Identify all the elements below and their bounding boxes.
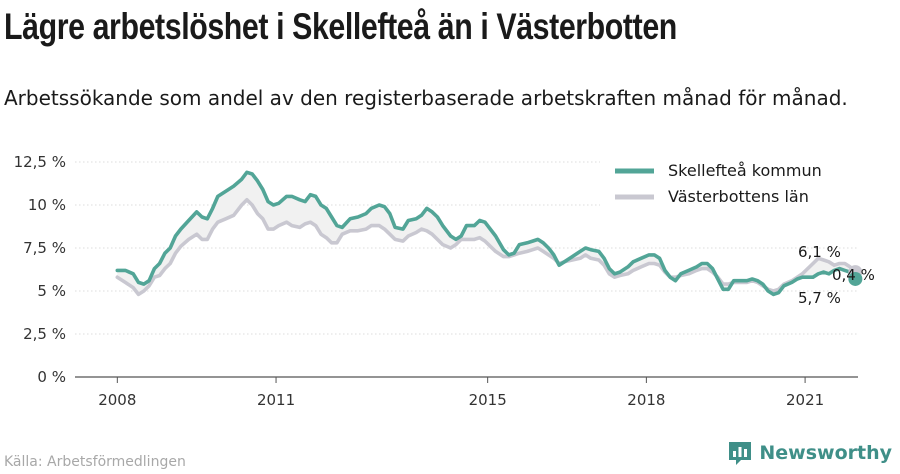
- difference-label: 0,4 %: [832, 266, 875, 284]
- legend-label-vasterbotten: Västerbottens län: [668, 187, 809, 206]
- y-tick-label: 2,5 %: [23, 325, 66, 343]
- x-axis-ticks: 2008 2011 2015 2018 2021: [98, 377, 824, 409]
- chart-subtitle: Arbetssökande som andel av den registerb…: [4, 86, 848, 110]
- x-tick-label: 2011: [257, 391, 295, 409]
- end-marker-skelleftea: [848, 271, 863, 286]
- end-label-skelleftea: 5,7 %: [798, 289, 841, 307]
- end-markers: [848, 265, 863, 286]
- x-tick-label: 2021: [786, 391, 824, 409]
- bar-chart-logo-icon: [729, 442, 752, 465]
- series-line-skelleftea: [115, 170, 858, 297]
- source-note: Källa: Arbetsförmedlingen: [4, 454, 186, 470]
- legend: Skellefteå kommun Västerbottens län: [600, 154, 860, 214]
- brand-logo[interactable]: Newsworthy: [727, 440, 892, 466]
- legend-label-skelleftea: Skellefteå kommun: [668, 161, 822, 180]
- x-tick-label: 2018: [627, 391, 665, 409]
- y-tick-label: 10 %: [28, 196, 66, 214]
- brand-name: Newsworthy: [759, 442, 892, 464]
- y-tick-label: 12,5 %: [14, 153, 66, 171]
- x-tick-label: 2008: [98, 391, 136, 409]
- y-tick-label: 0 %: [37, 368, 66, 386]
- y-tick-label: 7,5 %: [23, 239, 66, 257]
- legend-background: [600, 154, 860, 214]
- end-label-vasterbotten: 6,1 %: [798, 243, 841, 261]
- y-axis-ticks: 0 % 2,5 % 5 % 7,5 % 10 % 12,5 %: [14, 153, 66, 386]
- x-tick-label: 2015: [469, 391, 507, 409]
- y-tick-label: 5 %: [37, 282, 66, 300]
- series-lines: [115, 170, 858, 297]
- difference-area: [117, 172, 856, 295]
- chart-title: Lägre arbetslöshet i Skellefteå än i Väs…: [4, 6, 677, 47]
